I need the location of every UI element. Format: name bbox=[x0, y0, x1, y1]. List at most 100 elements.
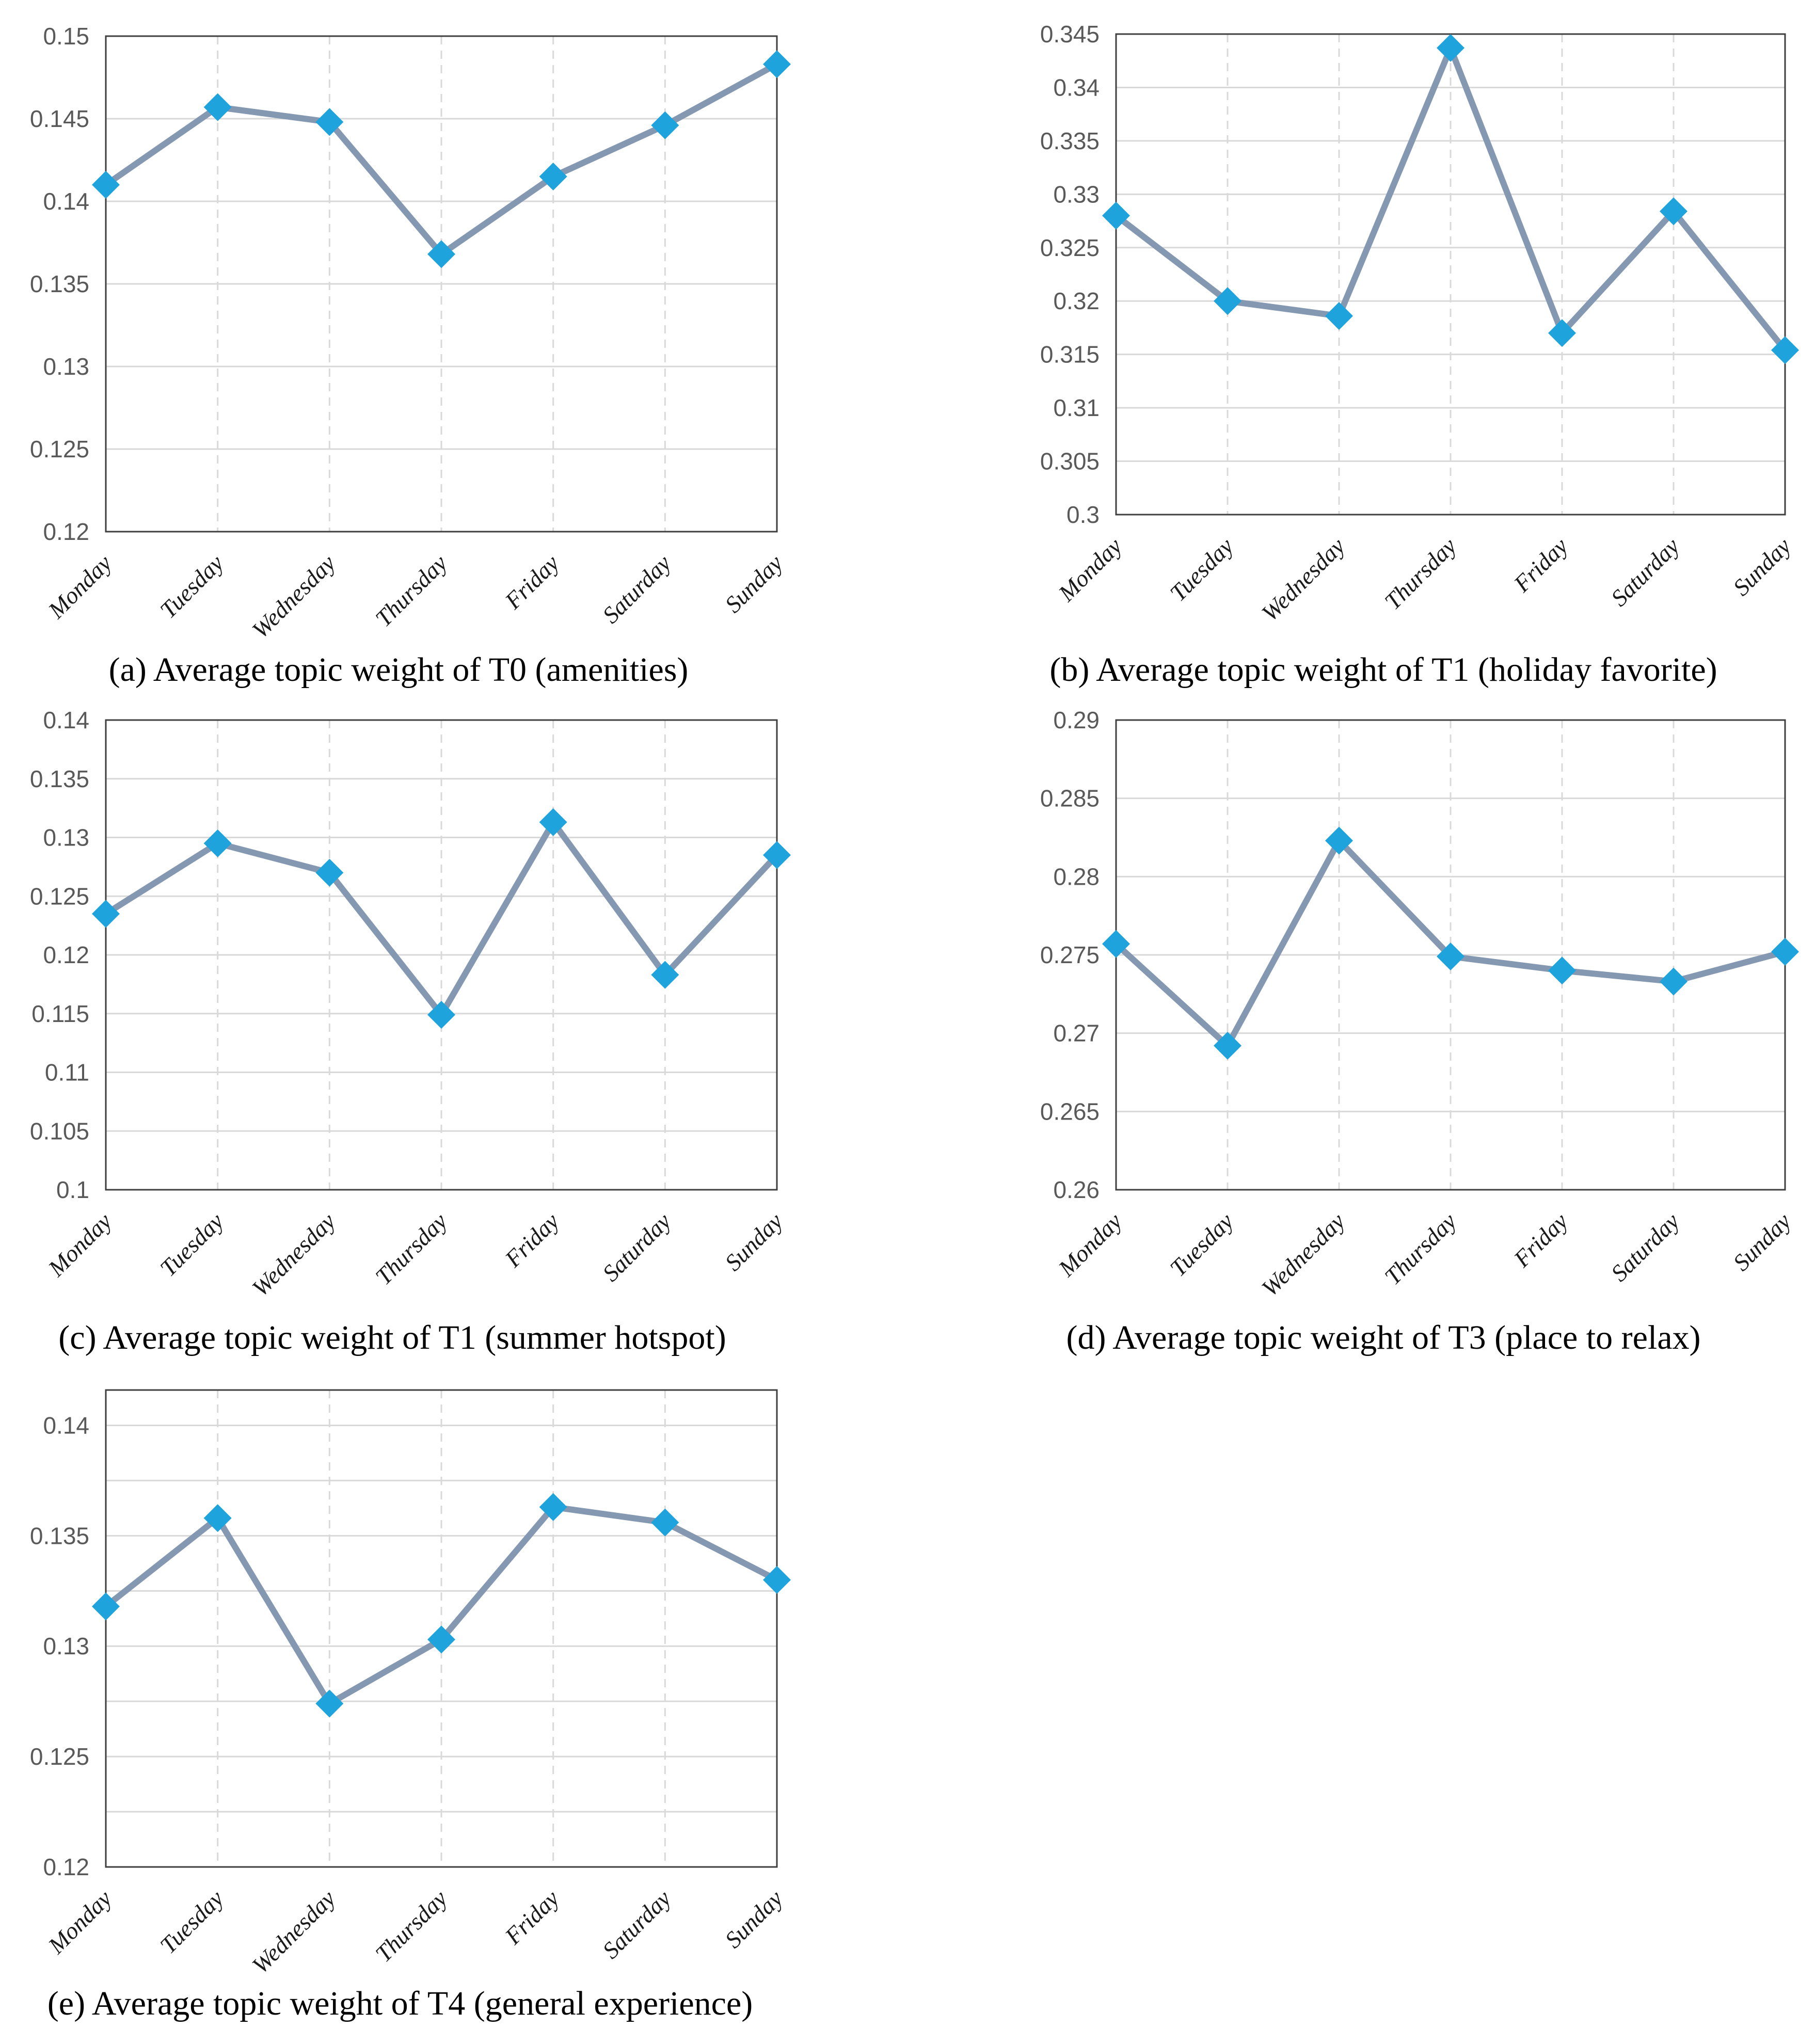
data-point-marker bbox=[539, 163, 567, 190]
x-category-label: Thursday bbox=[1379, 533, 1461, 615]
chart-b: 0.3 0.305 0.31 0.315 0.32 0.325 0.33 0.335 0.34 0… bbox=[1040, 21, 1799, 626]
data-point-marker bbox=[763, 1566, 791, 1594]
y-tick-label: 0.12 bbox=[43, 941, 89, 968]
chart-c: 0.1 0.105 0.11 0.115 0.12 0.125 0.13 0.135 0.14 M… bbox=[30, 707, 791, 1301]
chart-d: 0.26 0.265 0.27 0.275 0.28 0.285 0.29 Monday Tue… bbox=[1040, 707, 1799, 1301]
x-category-label: Tuesday bbox=[155, 1208, 229, 1282]
y-tick-label: 0.1 bbox=[56, 1176, 89, 1203]
y-tick-label: 0.26 bbox=[1053, 1176, 1100, 1203]
y-tick-label: 0.135 bbox=[30, 270, 89, 297]
x-category-label: Wednesday bbox=[1256, 1208, 1350, 1302]
caption-chart-d: (d) Average topic weight of T3 (place to… bbox=[1066, 1319, 1701, 1356]
y-tick-label: 0.11 bbox=[45, 1059, 89, 1086]
y-tick-label: 0.12 bbox=[43, 518, 89, 545]
y-tick-label: 0.125 bbox=[30, 1743, 89, 1770]
x-category-label: Sunday bbox=[720, 1208, 788, 1276]
x-category-label: Thursday bbox=[370, 1885, 452, 1967]
x-category-label: Tuesday bbox=[1165, 533, 1238, 606]
y-tick-label: 0.145 bbox=[30, 105, 89, 132]
data-point-marker bbox=[427, 1625, 455, 1654]
data-point-marker bbox=[1548, 956, 1576, 985]
y-tick-label: 0.13 bbox=[43, 824, 89, 851]
x-category-label: Monday bbox=[43, 1885, 117, 1959]
y-tick-label: 0.325 bbox=[1040, 234, 1100, 261]
x-category-label: Sunday bbox=[1728, 533, 1796, 601]
x-category-label: Friday bbox=[499, 1885, 564, 1950]
data-point-marker bbox=[315, 858, 344, 887]
x-category-label: Thursday bbox=[370, 550, 452, 632]
x-category-label: Saturday bbox=[1606, 1208, 1685, 1287]
x-category-label: Monday bbox=[1053, 533, 1127, 607]
x-category-label: Saturday bbox=[597, 1885, 676, 1964]
data-point-marker bbox=[1102, 201, 1130, 230]
caption-chart-b: (b) Average topic weight of T1 (holiday … bbox=[1049, 651, 1717, 689]
data-point-marker bbox=[651, 111, 679, 139]
data-point-marker bbox=[1771, 937, 1799, 966]
y-tick-label: 0.135 bbox=[30, 1522, 89, 1549]
x-category-label: Saturday bbox=[1606, 533, 1685, 612]
y-tick-label: 0.14 bbox=[43, 188, 89, 215]
x-category-label: Sunday bbox=[1728, 1208, 1796, 1276]
data-point-marker bbox=[92, 1592, 120, 1621]
y-tick-label: 0.32 bbox=[1053, 288, 1100, 314]
chart-e: 0.12 0.125 0.13 0.135 0.14 Monday Tuesday Wedne… bbox=[30, 1389, 791, 1978]
y-tick-label: 0.105 bbox=[30, 1117, 89, 1144]
x-category-label: Friday bbox=[499, 550, 564, 615]
y-tick-label: 0.265 bbox=[1040, 1098, 1100, 1125]
y-tick-label: 0.345 bbox=[1040, 21, 1100, 47]
y-tick-label: 0.335 bbox=[1040, 127, 1100, 154]
x-category-label: Thursday bbox=[370, 1208, 452, 1290]
y-tick-label: 0.13 bbox=[43, 1633, 89, 1659]
caption-chart-e: (e) Average topic weight of T4 (general … bbox=[47, 1985, 753, 2022]
x-category-label: Thursday bbox=[1379, 1208, 1461, 1290]
data-point-marker bbox=[1214, 1031, 1241, 1060]
x-category-label: Monday bbox=[1053, 1208, 1127, 1282]
y-tick-label: 0.275 bbox=[1040, 941, 1100, 968]
plot-border bbox=[105, 719, 778, 1191]
x-category-label: Wednesday bbox=[247, 550, 341, 644]
data-point-marker bbox=[539, 1493, 567, 1521]
data-point-marker bbox=[92, 171, 120, 199]
data-point-marker bbox=[427, 1001, 455, 1029]
x-category-label: Tuesday bbox=[155, 1885, 229, 1959]
y-tick-label: 0.125 bbox=[30, 883, 89, 909]
y-tick-label: 0.31 bbox=[1053, 394, 1100, 421]
data-point-marker bbox=[1437, 34, 1464, 62]
data-point-marker bbox=[92, 900, 120, 928]
data-point-marker bbox=[203, 829, 232, 857]
data-point-marker bbox=[203, 93, 232, 121]
y-tick-label: 0.125 bbox=[30, 436, 89, 462]
y-tick-label: 0.305 bbox=[1040, 448, 1100, 475]
chart-a: 0.12 0.125 0.13 0.135 0.14 0.145 0.15 Monday Tue… bbox=[30, 23, 791, 643]
x-category-label: Wednesday bbox=[1256, 533, 1350, 627]
data-point-marker bbox=[315, 108, 344, 136]
data-point-marker bbox=[763, 50, 791, 78]
data-point-marker bbox=[763, 841, 791, 869]
x-category-label: Sunday bbox=[720, 1885, 788, 1953]
x-category-label: Tuesday bbox=[155, 550, 229, 624]
y-tick-label: 0.3 bbox=[1066, 501, 1100, 528]
caption-chart-c: (c) Average topic weight of T1 (summer h… bbox=[58, 1319, 726, 1356]
y-tick-label: 0.14 bbox=[43, 1412, 89, 1439]
data-point-marker bbox=[651, 961, 679, 989]
x-category-label: Friday bbox=[499, 1208, 564, 1273]
y-tick-label: 0.315 bbox=[1040, 341, 1100, 368]
data-point-marker bbox=[1660, 197, 1687, 226]
data-point-marker bbox=[315, 1689, 344, 1718]
y-tick-label: 0.285 bbox=[1040, 785, 1100, 812]
x-category-label: Sunday bbox=[720, 550, 788, 618]
plot-border bbox=[105, 35, 778, 533]
data-point-marker bbox=[1102, 930, 1130, 958]
y-tick-label: 0.28 bbox=[1053, 863, 1100, 890]
y-tick-label: 0.27 bbox=[1053, 1020, 1100, 1047]
plot-border bbox=[105, 1389, 778, 1868]
data-point-marker bbox=[539, 808, 567, 836]
data-point-marker bbox=[1437, 943, 1464, 971]
data-point-marker bbox=[1325, 826, 1353, 855]
caption-chart-a: (a) Average topic weight of T0 (amenitie… bbox=[108, 651, 689, 689]
data-point-marker bbox=[1325, 302, 1353, 330]
y-tick-label: 0.15 bbox=[43, 23, 89, 50]
y-tick-label: 0.14 bbox=[43, 707, 89, 733]
